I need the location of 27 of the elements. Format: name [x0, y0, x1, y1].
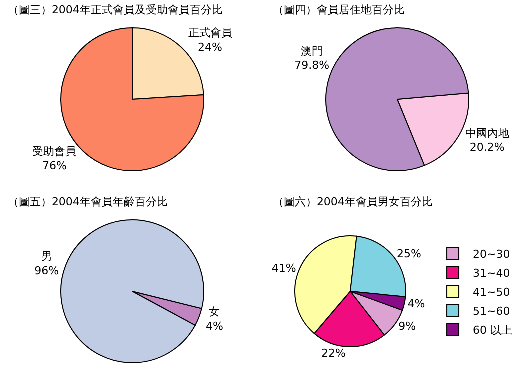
- slice-label: 正式會員: [188, 26, 232, 40]
- slice-label: 澳門: [301, 44, 324, 58]
- chart-title: （圖四）會員居住地百分比: [272, 3, 405, 16]
- data-label: 79.8%: [294, 59, 330, 72]
- chart-title: （圖五）2004年會員年齡百分比: [8, 195, 168, 208]
- data-label: 9%: [398, 320, 416, 333]
- legend-label: 51~60: [473, 304, 510, 318]
- slice-label: 男: [41, 250, 52, 264]
- data-label: 24%: [198, 40, 222, 54]
- legend-label: 41~50: [473, 286, 510, 299]
- data-label: 96%: [34, 264, 60, 278]
- legend-label: 20~30: [473, 248, 510, 261]
- legend-label: 60 以上: [473, 324, 513, 337]
- data-label: 76%: [42, 160, 67, 173]
- slice-label: 受助會員: [32, 145, 77, 158]
- chart-title: （圖六）2004年會員男女百分比: [272, 195, 433, 208]
- data-label: 4%: [206, 320, 224, 333]
- data-label: 20.2%: [470, 141, 505, 154]
- legend-label: 31~40: [473, 266, 510, 280]
- data-label: 41%: [272, 262, 296, 275]
- data-label: 22%: [322, 346, 346, 360]
- data-label: 4%: [408, 298, 426, 311]
- chart-title: （圖三）2004年正式會員及受助會員百分比: [8, 3, 223, 16]
- slice-label: 女: [209, 305, 220, 318]
- data-label: 25%: [396, 248, 422, 261]
- slice-label: 中國內地: [465, 126, 510, 140]
- pie-slice: [60, 220, 204, 364]
